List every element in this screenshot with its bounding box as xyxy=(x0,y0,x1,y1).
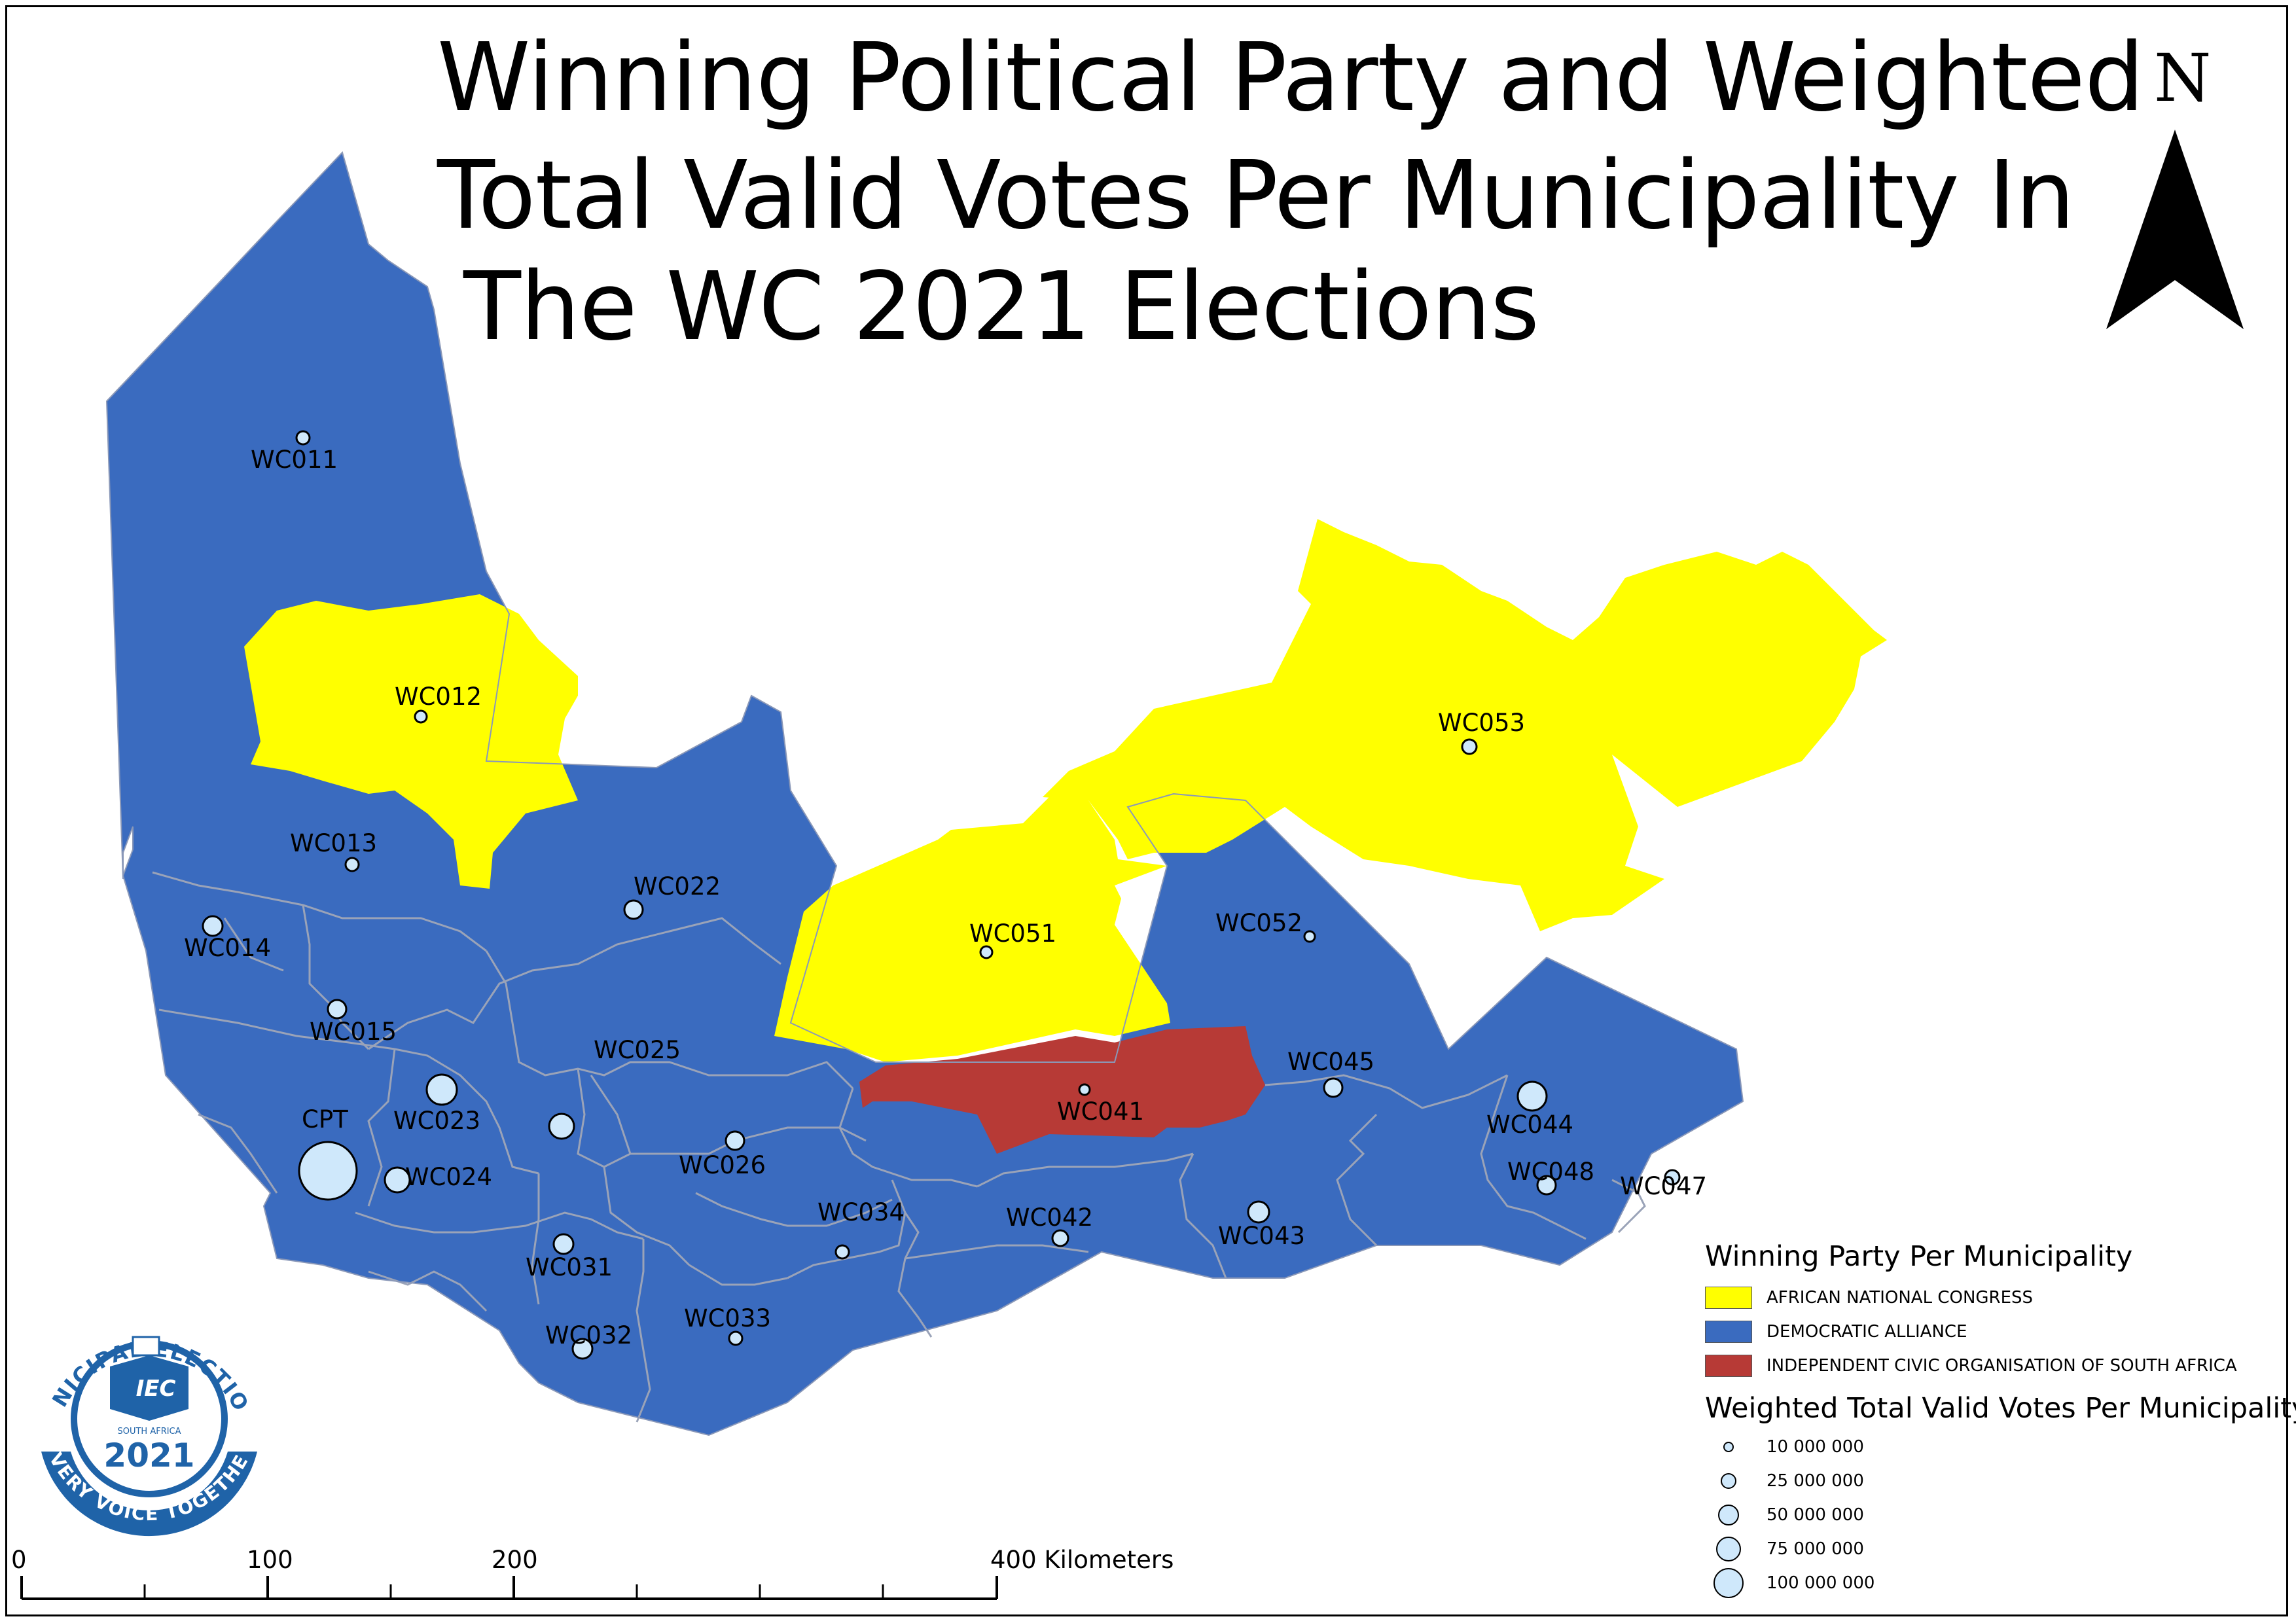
municipality-label-wc014: WC014 xyxy=(184,934,271,962)
legend-label-anc: AFRICAN NATIONAL CONGRESS xyxy=(1767,1288,2034,1308)
legend-size-label-10m: 10 000 000 xyxy=(1767,1437,1864,1457)
municipality-label-wc051: WC051 xyxy=(969,919,1056,948)
vote-bubble-cpt[interactable] xyxy=(298,1141,358,1201)
municipality-label-wc048: WC048 xyxy=(1507,1158,1594,1186)
scale-label-400: 400 Kilometers xyxy=(990,1546,1174,1574)
legend-votes-title: Weighted Total Valid Votes Per Municipal… xyxy=(1705,1392,2296,1425)
vote-bubble-wc045[interactable] xyxy=(1323,1077,1344,1098)
vote-bubble-wc032[interactable] xyxy=(571,1338,594,1360)
legend-swatch-icosa xyxy=(1705,1355,1752,1377)
municipality-label-wc031: WC031 xyxy=(526,1253,613,1281)
ballot-box-icon xyxy=(110,1355,188,1421)
vote-bubble-wc042[interactable] xyxy=(1051,1229,1069,1247)
map-title-line-2: Total Valid Votes Per Municipality In xyxy=(437,140,2075,250)
municipality-label-wc011: WC011 xyxy=(251,446,338,474)
legend-label-icosa: INDEPENDENT CIVIC ORGANISATION OF SOUTH … xyxy=(1767,1356,2237,1376)
map-frame: WC011 WC012 WC013 WC014 WC015 CPT WC022 WC023 WC… xyxy=(5,5,2288,1616)
municipality-label-wc026: WC026 xyxy=(679,1151,766,1179)
municipality-label-wc015: WC015 xyxy=(310,1018,397,1046)
vote-bubble-wc011[interactable] xyxy=(295,430,311,446)
vote-bubble-wc013[interactable] xyxy=(344,857,360,872)
municipality-label-wc053: WC053 xyxy=(1438,709,1525,737)
municipality-label-wc012: WC012 xyxy=(395,683,482,711)
vote-bubble-wc047[interactable] xyxy=(1664,1169,1681,1186)
vote-bubble-wc031[interactable] xyxy=(552,1233,575,1255)
vote-bubble-wc025[interactable] xyxy=(548,1113,575,1140)
legend-bubble-50m xyxy=(1718,1505,1739,1525)
municipality-label-wc034: WC034 xyxy=(817,1198,905,1226)
north-arrow-icon xyxy=(2106,130,2244,329)
logo-year: 2021 xyxy=(103,1436,194,1474)
legend-size-50m: 50 000 000 xyxy=(1705,1498,2281,1532)
municipality-label-wc041: WC041 xyxy=(1057,1097,1144,1126)
vote-bubble-wc014[interactable] xyxy=(202,915,224,937)
vote-bubble-wc048[interactable] xyxy=(1536,1175,1557,1196)
municipality-label-wc033: WC033 xyxy=(684,1304,771,1332)
scale-bar: 0 100 200 400 Kilometers xyxy=(11,1546,1174,1600)
municipality-label-wc024: WC024 xyxy=(405,1163,492,1191)
vote-bubble-wc043[interactable] xyxy=(1247,1200,1270,1224)
vote-bubble-wc012[interactable] xyxy=(414,709,428,724)
municipality-label-wc025: WC025 xyxy=(594,1036,681,1064)
legend-size-label-75m: 75 000 000 xyxy=(1767,1539,1864,1559)
vote-bubble-wc053[interactable] xyxy=(1461,738,1478,755)
municipality-label-wc045: WC045 xyxy=(1287,1048,1374,1076)
municipality-label-cpt: CPT xyxy=(302,1105,348,1133)
municipality-label-wc032: WC032 xyxy=(545,1321,632,1349)
vote-bubble-wc033[interactable] xyxy=(728,1330,744,1346)
legend-item-da: DEMOCRATIC ALLIANCE xyxy=(1705,1315,2281,1349)
legend-size-100m: 100 000 000 xyxy=(1705,1566,2281,1600)
legend: Winning Party Per Municipality AFRICAN N… xyxy=(1705,1240,2296,1600)
municipality-label-wc043: WC043 xyxy=(1218,1222,1305,1250)
region-wc051[interactable] xyxy=(774,791,1170,1062)
legend-item-anc: AFRICAN NATIONAL CONGRESS xyxy=(1705,1281,2281,1315)
scale-label-200: 200 xyxy=(492,1546,538,1574)
legend-label-da: DEMOCRATIC ALLIANCE xyxy=(1767,1322,1967,1342)
legend-size-label-25m: 25 000 000 xyxy=(1767,1471,1864,1491)
vote-bubble-wc052[interactable] xyxy=(1303,930,1316,943)
vote-bubble-wc034[interactable] xyxy=(834,1244,850,1260)
municipality-labels: WC011 WC012 WC013 WC014 WC015 CPT WC022 WC023 WC… xyxy=(184,446,1707,1349)
municipality-label-wc042: WC042 xyxy=(1006,1204,1093,1232)
logo-country: SOUTH AFRICA xyxy=(117,1427,181,1436)
legend-swatch-anc xyxy=(1705,1287,1752,1309)
legend-bubble-100m xyxy=(1713,1568,1744,1598)
legend-bubble-75m xyxy=(1716,1537,1741,1561)
vote-bubble-wc044[interactable] xyxy=(1516,1080,1548,1112)
vote-bubble-wc026[interactable] xyxy=(725,1130,745,1151)
municipality-label-wc047: WC047 xyxy=(1620,1172,1707,1200)
municipality-label-wc022: WC022 xyxy=(634,872,721,901)
municipality-label-wc023: WC023 xyxy=(393,1107,480,1135)
legend-size-10m: 10 000 000 xyxy=(1705,1430,2281,1464)
legend-bubble-25m xyxy=(1721,1473,1736,1489)
legend-bubble-10m xyxy=(1723,1442,1734,1452)
legend-item-icosa: INDEPENDENT CIVIC ORGANISATION OF SOUTH … xyxy=(1705,1349,2281,1383)
legend-size-25m: 25 000 000 xyxy=(1705,1464,2281,1498)
legend-party-title: Winning Party Per Municipality xyxy=(1705,1240,2133,1273)
map-title-line-1: Winning Political Party and Weighted xyxy=(437,22,2144,132)
vote-bubble-wc022[interactable] xyxy=(623,899,644,920)
scale-label-100: 100 xyxy=(247,1546,293,1574)
ballot-paper-icon xyxy=(132,1336,160,1357)
map-title-line-3: The WC 2021 Elections xyxy=(463,251,1539,361)
municipality-label-wc013: WC013 xyxy=(290,829,377,857)
legend-swatch-da xyxy=(1705,1321,1752,1343)
legend-size-label-100m: 100 000 000 xyxy=(1767,1573,1875,1593)
vote-bubble-wc024[interactable] xyxy=(384,1166,411,1194)
vote-bubble-wc023[interactable] xyxy=(425,1073,458,1106)
vote-bubble-wc015[interactable] xyxy=(327,999,348,1020)
scale-label-0: 0 xyxy=(11,1546,27,1574)
legend-size-label-50m: 50 000 000 xyxy=(1767,1505,1864,1525)
vote-bubbles xyxy=(202,430,1681,1360)
vote-bubble-wc041[interactable] xyxy=(1078,1083,1091,1096)
region-wc053[interactable] xyxy=(1043,519,1887,931)
logo-badge: IEC xyxy=(136,1376,176,1402)
map-canvas: WC011 WC012 WC013 WC014 WC015 CPT WC022 WC023 WC… xyxy=(7,7,2244,1600)
municipality-label-wc052: WC052 xyxy=(1215,909,1302,937)
municipality-label-wc044: WC044 xyxy=(1486,1111,1573,1139)
vote-bubble-wc051[interactable] xyxy=(979,945,994,959)
legend-size-75m: 75 000 000 xyxy=(1705,1532,2281,1566)
north-label: N xyxy=(2154,40,2212,116)
